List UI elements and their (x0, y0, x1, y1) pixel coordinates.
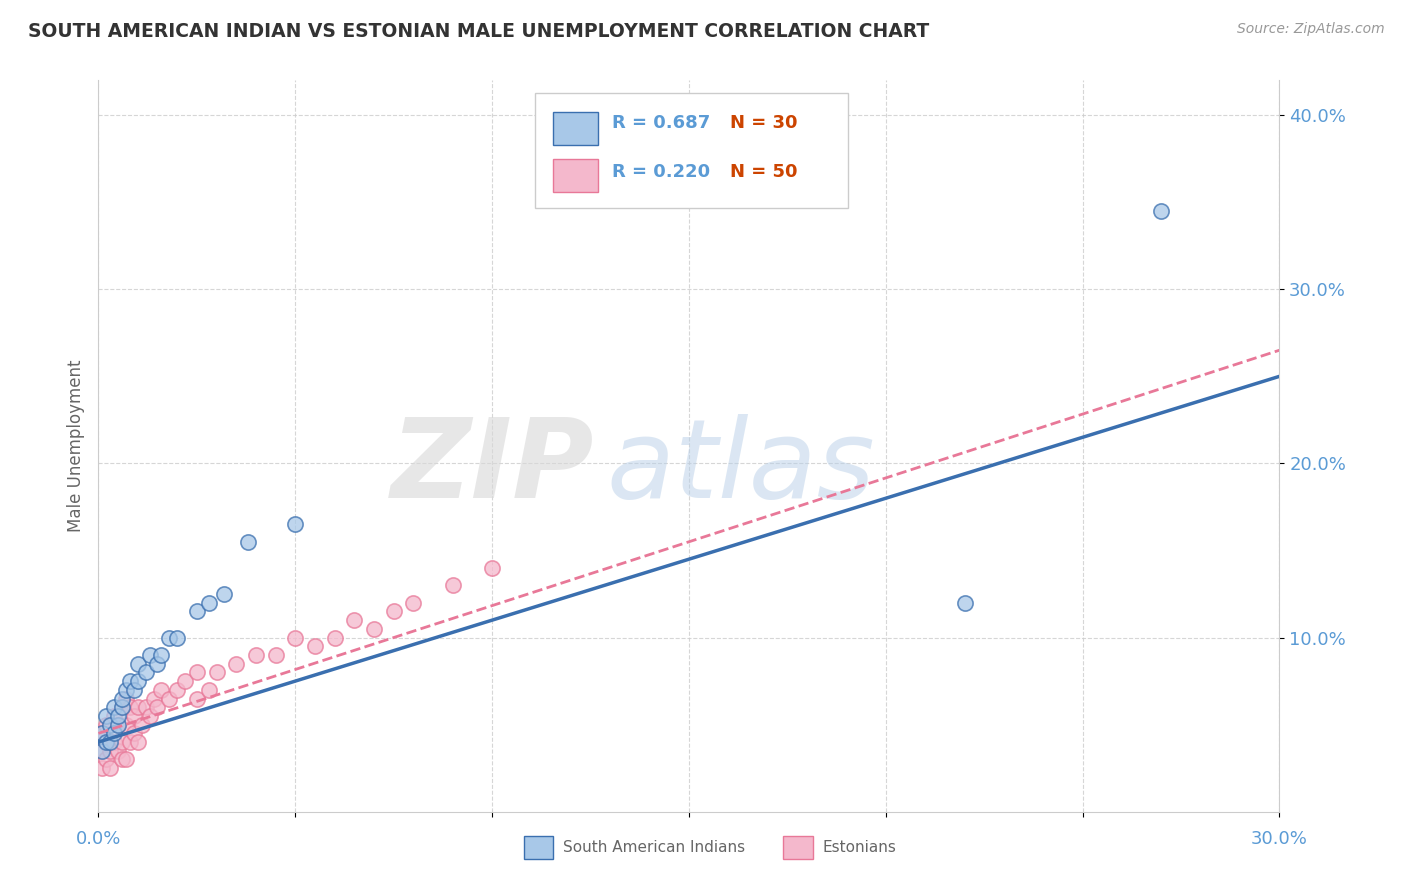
Point (115, 752, 138, 766)
Point (111, 700, 134, 714)
Text: 0.0%: 0.0% (76, 830, 121, 848)
Point (127, 674, 149, 689)
Point (236, 534, 259, 549)
Point (103, 735, 125, 749)
Point (174, 674, 197, 689)
Point (98, 717, 121, 731)
FancyBboxPatch shape (536, 93, 848, 209)
Point (166, 631, 188, 645)
Text: 30.0%: 30.0% (1251, 830, 1308, 848)
FancyBboxPatch shape (523, 836, 553, 859)
Point (103, 700, 125, 714)
Point (115, 682, 138, 697)
Point (441, 578, 464, 592)
Point (111, 691, 134, 706)
Point (127, 657, 149, 671)
Point (91, 726, 114, 740)
Point (122, 726, 145, 740)
Point (98, 717, 121, 731)
Point (103, 726, 125, 740)
Text: N = 50: N = 50 (730, 162, 797, 181)
Point (122, 709, 145, 723)
Point (107, 717, 129, 731)
Point (107, 709, 129, 723)
Point (197, 682, 219, 697)
Point (138, 648, 160, 662)
Point (157, 691, 180, 706)
Point (131, 717, 153, 731)
Point (127, 700, 149, 714)
Point (953, 596, 976, 610)
Point (91, 726, 114, 740)
Point (115, 717, 138, 731)
Point (96, 709, 118, 723)
Point (245, 648, 267, 662)
Point (103, 709, 125, 723)
Text: Estonians: Estonians (823, 840, 896, 855)
Point (98, 735, 121, 749)
Point (146, 657, 169, 671)
Point (186, 691, 208, 706)
Point (107, 744, 129, 758)
Point (115, 691, 138, 706)
Y-axis label: Male Unemployment: Male Unemployment (66, 359, 84, 533)
Point (214, 587, 236, 601)
Point (96, 735, 118, 749)
Point (150, 648, 173, 662)
Text: atlas: atlas (606, 415, 875, 522)
Point (481, 561, 503, 575)
Point (138, 709, 160, 723)
Point (96, 752, 118, 766)
Point (343, 613, 366, 627)
Point (98, 744, 121, 758)
Point (91, 744, 114, 758)
Point (111, 735, 134, 749)
Point (118, 700, 141, 714)
Point (91, 761, 114, 775)
FancyBboxPatch shape (553, 112, 598, 145)
Text: R = 0.687: R = 0.687 (612, 113, 710, 132)
Text: R = 0.220: R = 0.220 (612, 162, 710, 181)
Point (323, 631, 346, 645)
Text: Source: ZipAtlas.com: Source: ZipAtlas.com (1237, 22, 1385, 37)
FancyBboxPatch shape (783, 836, 813, 859)
Point (157, 631, 180, 645)
Point (122, 682, 145, 697)
FancyBboxPatch shape (553, 160, 598, 192)
Point (150, 682, 173, 697)
Point (135, 700, 157, 714)
Point (284, 631, 307, 645)
Point (135, 665, 157, 680)
Point (146, 700, 169, 714)
Point (96, 717, 118, 731)
Point (382, 604, 405, 618)
Text: N = 30: N = 30 (730, 113, 797, 132)
Point (402, 596, 425, 610)
Text: ZIP: ZIP (391, 415, 595, 522)
Text: SOUTH AMERICAN INDIAN VS ESTONIAN MALE UNEMPLOYMENT CORRELATION CHART: SOUTH AMERICAN INDIAN VS ESTONIAN MALE U… (28, 22, 929, 41)
Point (98, 761, 121, 775)
Point (186, 604, 208, 618)
Point (225, 657, 247, 671)
Point (264, 648, 287, 662)
Point (205, 665, 228, 680)
Point (118, 735, 141, 749)
Point (1150, 203, 1173, 218)
Point (284, 517, 307, 532)
Point (166, 682, 188, 697)
Point (118, 674, 141, 689)
Point (96, 735, 118, 749)
Point (111, 752, 134, 766)
Point (197, 596, 219, 610)
Point (107, 717, 129, 731)
Point (111, 700, 134, 714)
Point (127, 735, 149, 749)
Point (142, 691, 165, 706)
Point (186, 665, 208, 680)
Point (304, 640, 326, 654)
Point (363, 622, 385, 636)
Point (91, 744, 114, 758)
Text: South American Indians: South American Indians (562, 840, 745, 855)
